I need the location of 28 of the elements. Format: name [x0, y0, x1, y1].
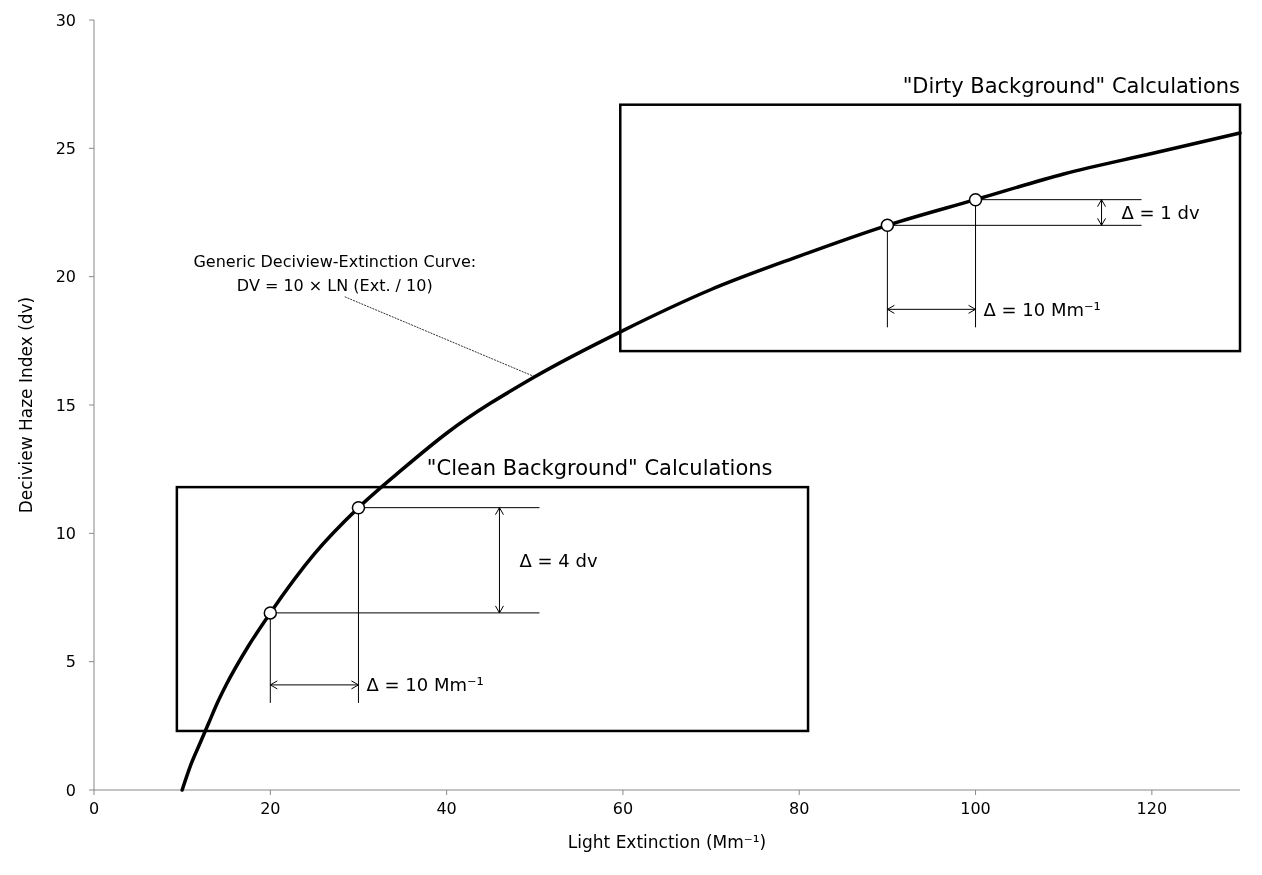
x-tick-label: 20 — [260, 799, 281, 818]
annotation: "Dirty Background" Calculations — [902, 73, 1240, 98]
y-tick-label: 15 — [55, 395, 76, 415]
y-tick-label: 25 — [55, 138, 76, 158]
x-tick-label: 0 — [88, 799, 100, 818]
annotation: Δ = 4 dv — [519, 549, 598, 571]
point — [968, 192, 983, 207]
y-tick-label: 20 — [55, 267, 76, 287]
line-series — [180, 131, 1242, 792]
x-tick-label: 60 — [612, 799, 634, 818]
x-tick-label: 120 — [1136, 799, 1168, 818]
annotation: "Clean Background" Calculations — [426, 456, 773, 481]
annotation: Generic Deciview-Extinction Curve: DV = 10 × LN (Ext. / 10) — [193, 251, 477, 295]
y-tick-label: 30 — [55, 10, 76, 30]
y-axis-title: Deciview Haze Index (dv) — [16, 296, 36, 514]
point — [351, 500, 366, 515]
x-tick-label: 80 — [789, 799, 810, 818]
x-axis-title: Light Extinction (Mm⁻¹) — [567, 832, 767, 852]
y-tick-label: 10 — [55, 523, 76, 543]
annotation: Δ = 1 dv — [1121, 201, 1200, 223]
point — [263, 606, 278, 620]
y-tick-label: 5 — [65, 652, 76, 672]
point — [880, 218, 895, 233]
annotation: Δ = 10 Mm⁻¹ — [366, 674, 484, 696]
x-tick-label: 40 — [436, 799, 457, 818]
annotation: Δ = 10 Mm⁻¹ — [983, 298, 1101, 320]
x-tick-label: 100 — [960, 799, 991, 818]
y-tick-label: 0 — [65, 780, 76, 800]
